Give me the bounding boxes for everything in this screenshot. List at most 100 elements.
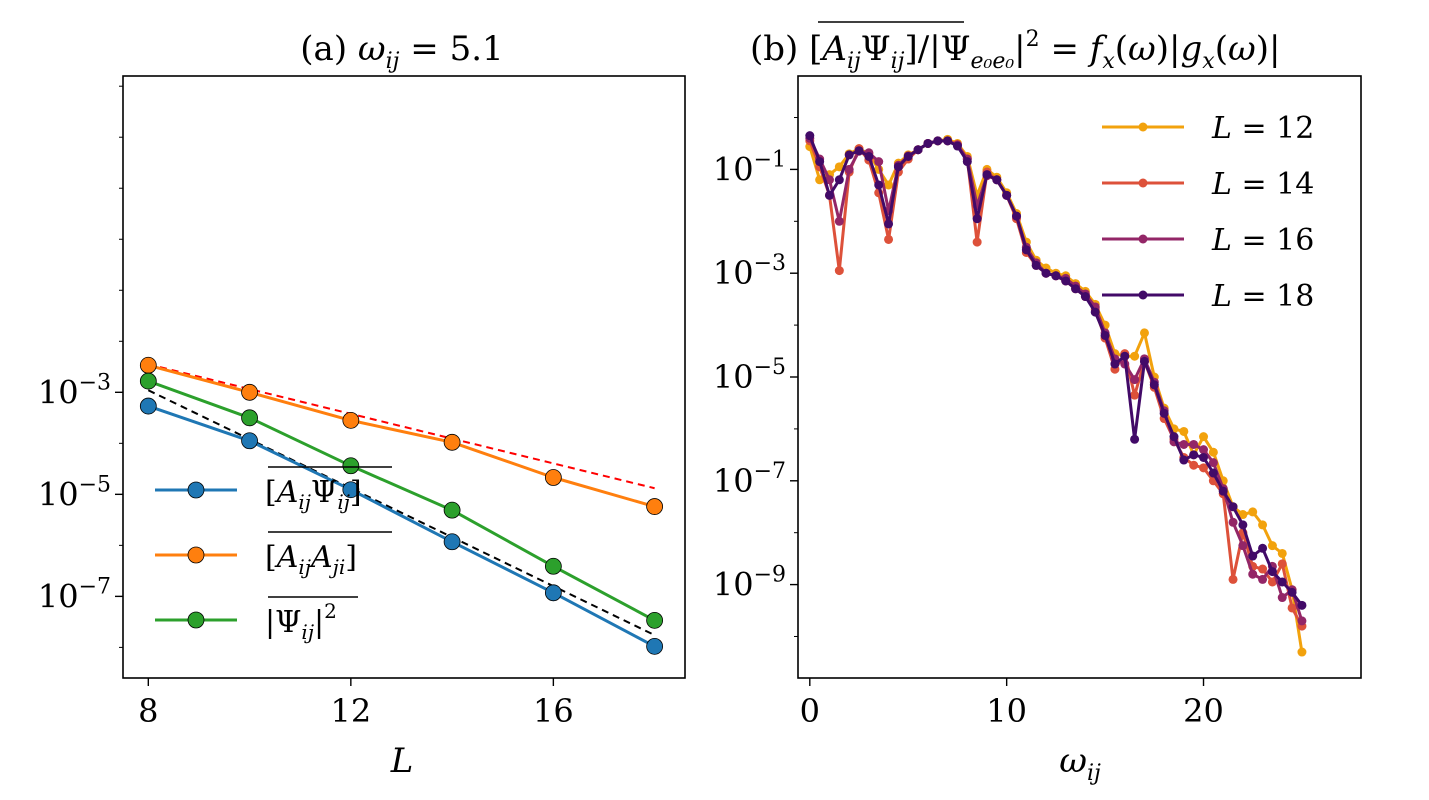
panel-b-y-tick-label-m3: 10−3 [713, 251, 786, 292]
panel-b-series-1-point-48 [1277, 559, 1287, 569]
panel-b-series-3-point-35 [1149, 380, 1159, 390]
panel-b-series-3-point-39 [1189, 450, 1199, 460]
panel-a-series-1-point-5 [646, 498, 664, 515]
panel-b-series-0-point-41 [1208, 447, 1218, 457]
panel-a-series-1-point-4 [544, 469, 562, 486]
panel-b-series-3-point-41 [1208, 468, 1218, 478]
panel-b-series-1-point-17 [972, 237, 982, 247]
panel-b-x-tick-label-20: 20 [1183, 692, 1224, 730]
panel-b-legend-entry-2: L = 16 [1102, 223, 1314, 258]
panel-a-frame [122, 75, 686, 679]
panel-b-series-3-point-8 [884, 219, 894, 229]
panel-a-series-0-line [147, 404, 656, 648]
panel-a-series-1-point-2 [342, 411, 360, 429]
panel-b-series-3-point-29 [1090, 307, 1100, 317]
legend-entry-Psi-sq: |Ψij|2 [155, 596, 358, 644]
panel-b-series-0-point-50 [1297, 647, 1307, 657]
panel-a-series-0-point-4 [544, 584, 562, 602]
panel-b-series-0-point-40 [1199, 432, 1209, 442]
panel-a-x-ticks: 8 12 16 [138, 678, 574, 730]
panel-b-series-3-point-19 [992, 175, 1002, 185]
panel-a: (a) ωij = 5.1 8 12 16 10−7 10−5 10−3 L [AijΨ… [38, 29, 686, 781]
panel-b-series-3-point-33 [1130, 434, 1140, 444]
panel-b-series-3-point-1 [815, 157, 825, 167]
panel-b-series-1 [805, 136, 1307, 631]
panel-b-series-3-point-48 [1277, 577, 1287, 587]
panel-b-y-tick-label-m9: 10−9 [713, 563, 786, 604]
panel-a-title: (a) ωij = 5.1 [300, 29, 503, 74]
panel-a-series-1-point-1 [241, 383, 258, 401]
panel-a-series-2-point-4 [544, 557, 562, 575]
panel-a-series-2-point-5 [646, 611, 664, 629]
panel-a-series-0 [139, 397, 664, 655]
panel-b-series-3-point-45 [1248, 551, 1258, 561]
panel-b-series-3-point-34 [1139, 356, 1149, 366]
panel-b-x-tick-label-10: 10 [986, 692, 1027, 730]
panel-b-x-label: ωij [1059, 741, 1101, 786]
panel-a-series-2-point-0 [139, 372, 157, 390]
panel-a-series-1-line [147, 363, 656, 509]
panel-a-series-2 [139, 372, 664, 629]
panel-b-series-1-point-43 [1228, 574, 1238, 584]
panel-b-y-tick-label-m1: 10−1 [713, 147, 786, 188]
panel-b-series-0-point-47 [1267, 541, 1277, 551]
panel-b-legend-marker-0 [1138, 122, 1148, 132]
panel-b-series-1-point-46 [1258, 564, 1268, 574]
panel-b-series-3-point-26 [1061, 276, 1071, 286]
panel-b-series-3-point-9 [893, 162, 903, 172]
panel-b-series-3-point-5 [854, 146, 864, 156]
panel-b-legend-entry-0: L = 12 [1102, 111, 1314, 146]
panel-b-legend-marker-3 [1138, 290, 1148, 300]
panel-b-legend: L = 12 L = 14 L = 16 L = 18 [1102, 111, 1314, 314]
panel-b-series-1-point-33 [1130, 390, 1140, 400]
panel-b-series-0-point-8 [884, 180, 894, 190]
panel-b-series-3-point-11 [913, 145, 923, 155]
panel-b-series-3-point-46 [1258, 543, 1268, 553]
panel-a-series-0-point-5 [646, 637, 664, 655]
panel-b-series-0-point-44 [1238, 510, 1248, 520]
panel-b-series-3-point-47 [1267, 567, 1277, 577]
panel-b-series-2-point-2 [824, 175, 834, 185]
panel-b-series-2-point-46 [1258, 574, 1268, 584]
panel-a-series [139, 356, 664, 655]
panel-a-series-1-point-3 [443, 433, 461, 451]
panel-b-series-3-point-12 [923, 138, 933, 148]
panel-a-x-label: L [390, 741, 414, 781]
panel-b-series-3-point-2 [824, 190, 834, 200]
panel-b-series-2-point-4 [844, 164, 854, 174]
panel-a-y-tick-label-m5: 10−5 [38, 472, 111, 513]
panel-b-series-3-point-25 [1051, 271, 1061, 281]
panel-b-series-1-point-39 [1189, 460, 1199, 470]
panel-b-series-3-point-24 [1041, 268, 1051, 278]
panel-b-legend-label-2: L = 16 [1211, 223, 1314, 258]
legend-marker-A-A [187, 546, 205, 564]
panel-b: (b) [AijΨij]/|Ψe₀e₀|2 = fx(ω)|gx(ω)| 0 10… [713, 21, 1362, 786]
panel-b-series-1-point-40 [1199, 463, 1209, 473]
panel-b-series-3-point-4 [844, 150, 854, 160]
panel-b-series-3-point-28 [1080, 292, 1090, 302]
panel-b-series-3-point-42 [1218, 486, 1228, 496]
panel-a-series-1 [139, 356, 664, 515]
panel-b-series-1-point-49 [1287, 603, 1297, 613]
panel-b-legend-marker-2 [1138, 234, 1148, 244]
panel-b-series-2-point-43 [1228, 517, 1238, 527]
panel-b-series-3-point-36 [1159, 408, 1169, 418]
panel-b-series-2-point-33 [1130, 375, 1140, 385]
panel-a-reference-line-0 [148, 363, 655, 490]
panel-b-legend-label-3: L = 18 [1211, 279, 1314, 314]
panel-b-legend-marker-1 [1138, 178, 1148, 188]
panel-b-series-3-point-44 [1238, 520, 1248, 530]
legend-entry-A-Psi: [AijΨij] [155, 466, 392, 514]
panel-b-series-3-point-23 [1031, 260, 1041, 270]
panel-a-series-0-point-0 [139, 397, 157, 415]
panel-a-reference-line-1 [147, 389, 656, 637]
panel-b-series-3-point-16 [962, 157, 972, 167]
panel-b-series-3 [805, 131, 1307, 610]
panel-b-legend-entry-1: L = 14 [1102, 167, 1314, 202]
panel-b-series-1-point-3 [834, 266, 844, 276]
legend-entry-A-A: [AijAji] [155, 531, 392, 579]
panel-b-series-3-point-22 [1021, 245, 1031, 255]
panel-b-series-3-point-6 [864, 151, 874, 161]
panel-b-series-3-point-50 [1297, 600, 1307, 610]
